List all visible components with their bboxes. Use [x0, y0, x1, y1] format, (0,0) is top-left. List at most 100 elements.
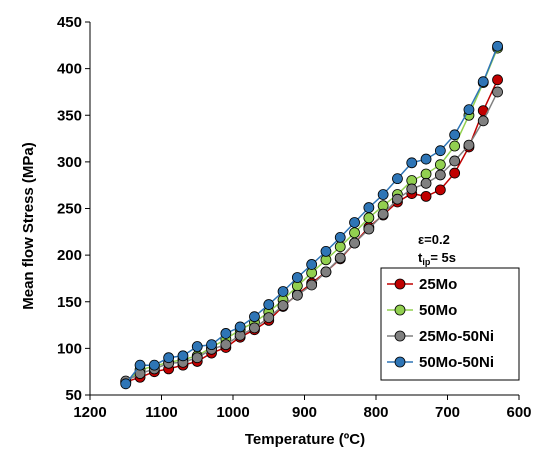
- y-axis-title-group: Mean flow Stress (MPa): [20, 142, 37, 310]
- data-point: [349, 227, 360, 239]
- data-point: [306, 279, 318, 291]
- data-point: [492, 40, 503, 52]
- legend-label: 50Mo: [419, 302, 457, 319]
- x-tick-label: 900: [292, 404, 317, 421]
- data-point: [206, 339, 217, 351]
- data-point: [363, 212, 375, 224]
- annotation-time-rest: = 5s: [430, 250, 456, 265]
- x-axis-title: Temperature (ºC): [245, 431, 365, 448]
- legend-item: 50Mo-50Ni: [387, 354, 494, 371]
- data-point: [420, 190, 432, 202]
- legend-label: 50Mo-50Ni: [419, 354, 494, 371]
- data-point: [291, 272, 303, 283]
- annotation: ε=0.2 tip= 5s: [418, 232, 456, 267]
- legend-label: 25Mo-50Ni: [419, 328, 494, 345]
- y-tick-label: 350: [57, 107, 82, 124]
- annotation-time-sub: ip: [422, 257, 431, 267]
- data-point: [434, 145, 446, 157]
- data-point: [392, 173, 403, 185]
- data-point: [220, 328, 232, 339]
- y-tick-label: 150: [57, 294, 82, 311]
- data-point: [449, 140, 461, 152]
- data-point: [420, 168, 432, 180]
- data-point: [277, 286, 289, 297]
- data-point: [263, 299, 275, 310]
- data-point: [349, 237, 360, 249]
- data-point: [334, 252, 346, 264]
- data-point: [363, 223, 375, 235]
- data-point: [449, 155, 461, 167]
- data-point: [477, 76, 489, 88]
- legend-item: 50Mo: [387, 302, 457, 319]
- data-point: [492, 74, 503, 86]
- data-point: [349, 217, 360, 228]
- legend-item: 25Mo: [387, 276, 457, 293]
- data-point: [249, 322, 260, 334]
- data-point: [420, 153, 432, 165]
- data-point: [492, 86, 503, 98]
- data-point: [434, 184, 446, 196]
- data-point: [249, 311, 260, 323]
- data-point: [177, 350, 189, 362]
- data-point: [334, 241, 346, 253]
- series-group: [120, 40, 503, 390]
- data-point: [406, 157, 418, 169]
- annotation-strain: ε=0.2: [418, 232, 450, 247]
- data-point: [363, 202, 375, 213]
- x-tick-label: 800: [363, 404, 388, 421]
- data-point: [377, 208, 389, 220]
- y-axis-title: Mean flow Stress (MPa): [20, 142, 37, 310]
- x-tick-label: 1200: [73, 404, 106, 421]
- legend-marker: [394, 356, 406, 368]
- x-tick-label: 1000: [216, 404, 249, 421]
- data-point: [420, 177, 432, 189]
- legend-marker: [394, 330, 406, 342]
- y-tick-label: 100: [57, 340, 82, 357]
- x-tick-label: 700: [435, 404, 460, 421]
- data-point: [320, 245, 332, 257]
- data-point: [263, 312, 275, 324]
- legend: 25Mo 50Mo 25Mo-50Ni 50Mo-50Ni: [380, 267, 520, 381]
- y-tick-label: 450: [57, 14, 82, 31]
- data-point: [434, 159, 446, 171]
- y-tick-label: 300: [57, 154, 82, 171]
- legend-marker: [394, 304, 406, 316]
- data-point: [334, 232, 346, 243]
- data-point: [306, 259, 318, 270]
- data-point: [148, 359, 160, 371]
- x-tick-label: 600: [506, 404, 531, 421]
- data-point: [377, 189, 389, 200]
- x-tick-label: 1100: [145, 404, 178, 421]
- data-point: [220, 339, 232, 351]
- annotation-time-main: t: [418, 250, 423, 265]
- series-25mo-50ni: [120, 86, 503, 387]
- axes: 50 100 150 200 250 300 350 400 450 1200 1100 1000 90…: [57, 14, 532, 421]
- series-50mo-50ni: [120, 40, 503, 390]
- data-point: [320, 266, 332, 278]
- data-point: [406, 183, 418, 195]
- data-point: [449, 167, 461, 179]
- y-tick-label: 200: [57, 247, 82, 264]
- data-point: [449, 129, 461, 141]
- legend-item: 25Mo-50Ni: [387, 328, 494, 345]
- data-point: [277, 300, 289, 311]
- y-tick-label: 50: [65, 387, 82, 404]
- data-point: [392, 193, 403, 205]
- data-point: [191, 352, 203, 364]
- y-tick-label: 250: [57, 201, 82, 218]
- data-point: [163, 352, 175, 364]
- data-point: [234, 321, 246, 333]
- data-point: [134, 359, 146, 371]
- data-point: [477, 115, 489, 127]
- data-point: [291, 289, 303, 301]
- data-point: [120, 378, 132, 390]
- data-point: [463, 104, 475, 116]
- data-point: [191, 341, 203, 352]
- annotation-time: tip= 5s: [418, 250, 456, 267]
- y-tick-label: 400: [57, 61, 82, 78]
- data-point: [463, 139, 475, 151]
- legend-label: 25Mo: [419, 276, 457, 293]
- data-point: [434, 169, 446, 181]
- legend-marker: [394, 278, 406, 290]
